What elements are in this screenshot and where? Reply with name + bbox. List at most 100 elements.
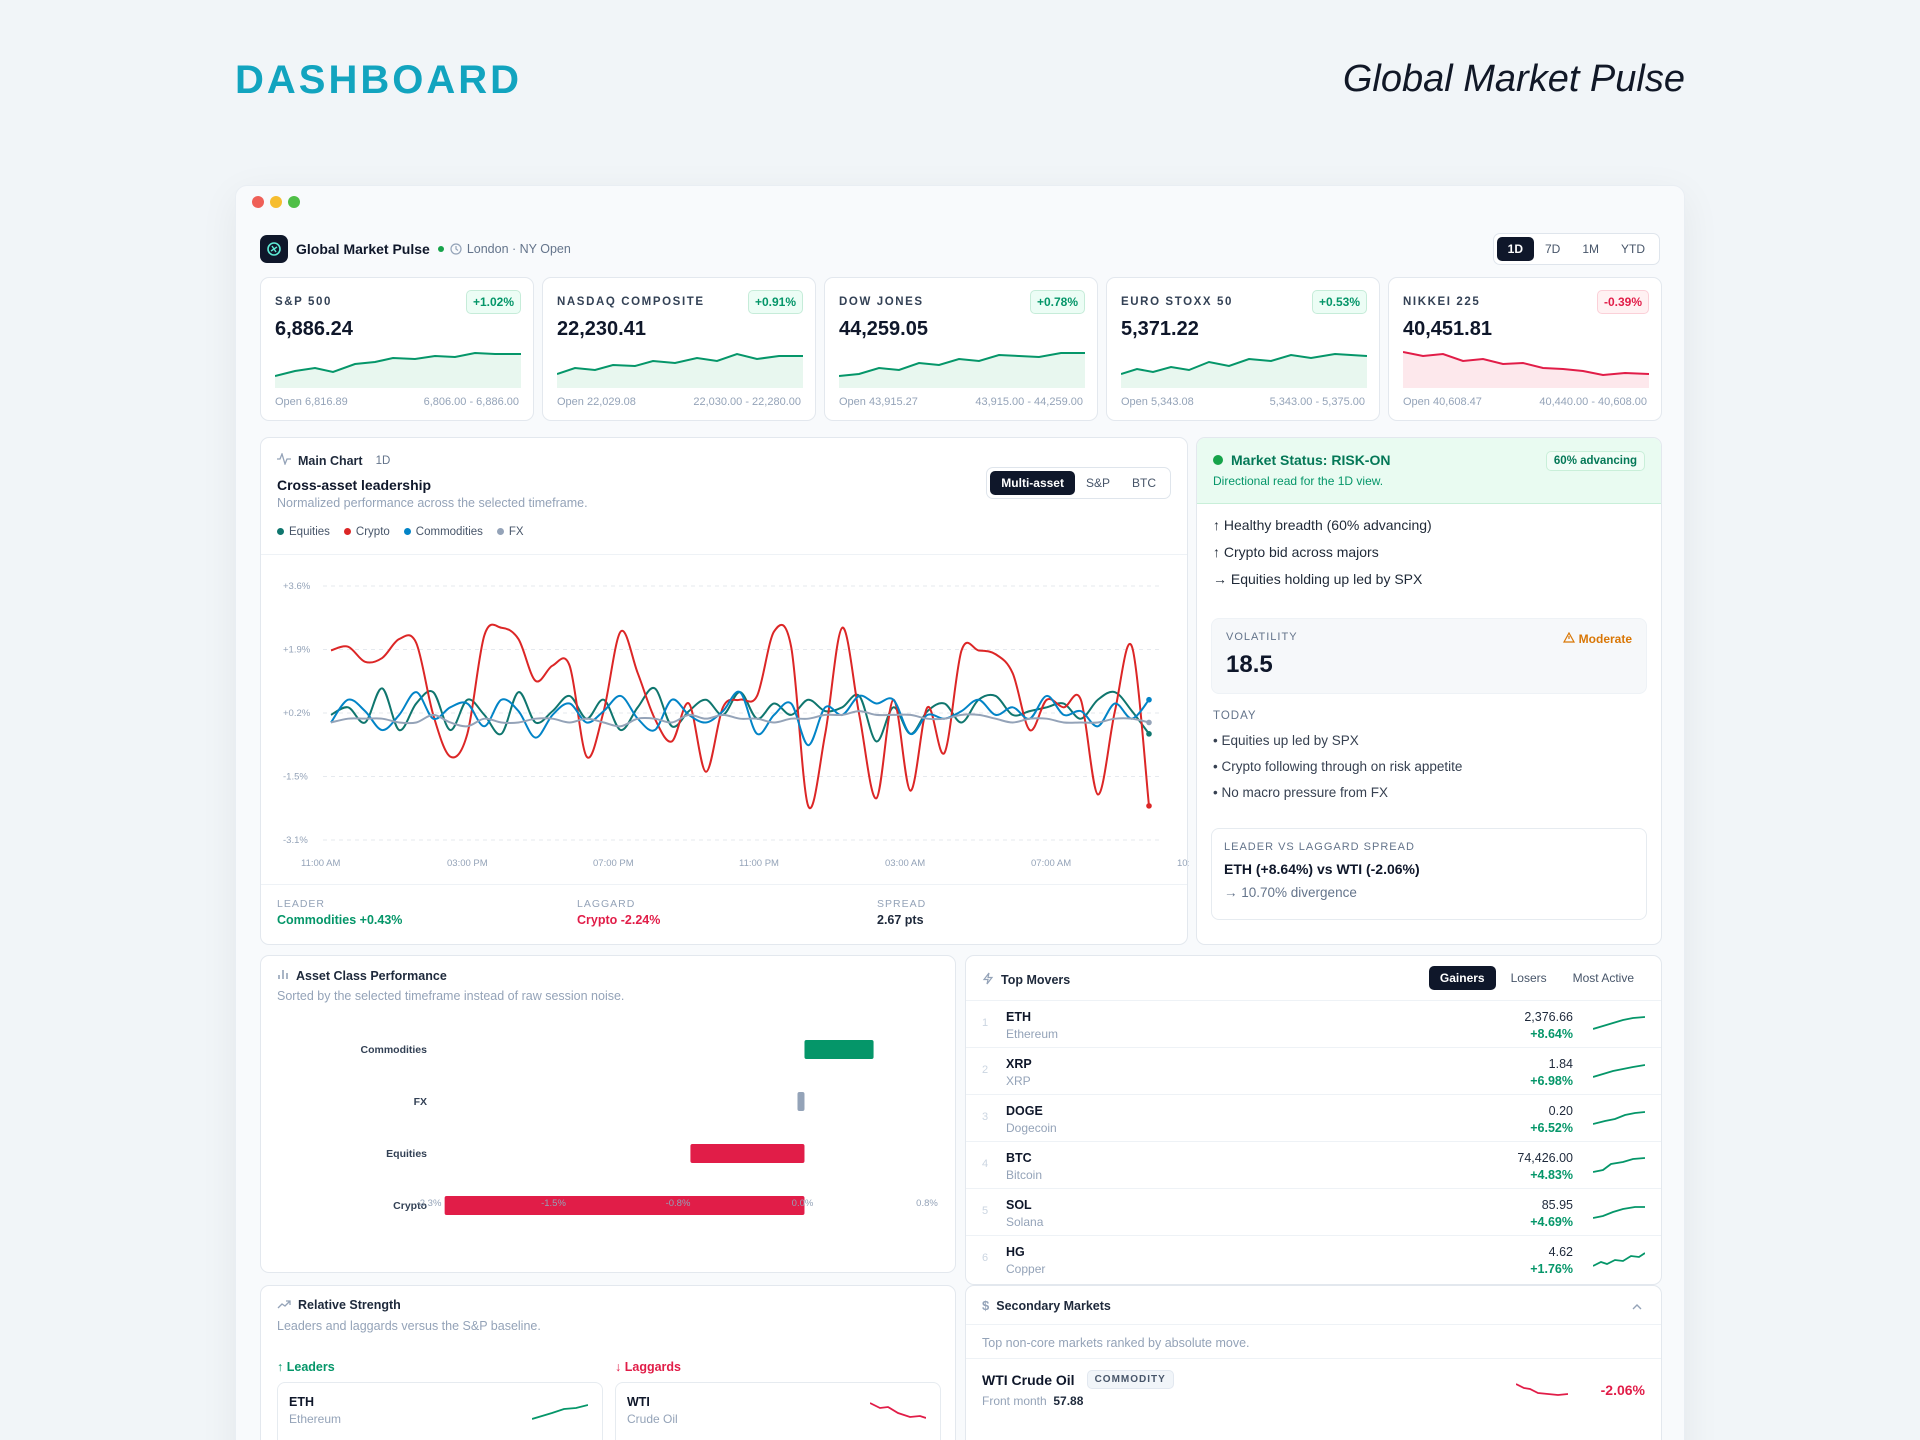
rs-laggard-card[interactable]: WTI Crude Oil — [615, 1382, 941, 1440]
index-value: 40,451.81 — [1403, 318, 1492, 340]
mover-row[interactable]: 6 HG Copper 4.62 +1.76% — [966, 1235, 1661, 1282]
mover-row[interactable]: 2 XRP XRP 1.84 +6.98% — [966, 1047, 1661, 1094]
app-name: Global Market Pulse — [296, 241, 430, 257]
rs-leader-card[interactable]: ETH Ethereum — [277, 1382, 603, 1440]
trend-icon — [277, 1298, 291, 1312]
status-bullet: ↑ Crypto bid across majors — [1213, 544, 1379, 560]
hero-title-right: Global Market Pulse — [1342, 58, 1685, 100]
movers-header: Top Movers — [982, 972, 1070, 988]
index-range: 22,030.00 - 22,280.00 — [693, 396, 801, 408]
rs-header: Relative Strength — [277, 1298, 401, 1312]
leader-stat: LEADER Commodities +0.43% — [277, 898, 402, 927]
main-chart-plot[interactable]: +3.6% +1.9% +0.2% -1.5% -3.1% 11:00 AM 03:00 P… — [261, 558, 1189, 878]
index-card-nasdaq[interactable]: NASDAQ COMPOSITE +0.91% 22,230.41 Open 2… — [542, 277, 816, 421]
mover-symbol: SOL — [1006, 1198, 1032, 1212]
vol-value: 18.5 — [1226, 651, 1273, 678]
secm-row-badge: COMMODITY — [1086, 1370, 1174, 1389]
close-dot[interactable] — [252, 196, 264, 208]
legend-equities[interactable]: Equities — [277, 526, 330, 538]
secm-row[interactable]: WTI Crude Oil COMMODITY — [982, 1370, 1174, 1389]
tab-sp[interactable]: S&P — [1085, 476, 1110, 490]
mover-price: 0.20 — [1548, 1104, 1573, 1118]
mover-price: 74,426.00 — [1517, 1151, 1573, 1165]
mover-name: Ethereum — [1006, 1027, 1059, 1041]
chart-legend: Equities Crypto Commodities FX — [277, 526, 524, 538]
rs-leader-sym: ETH — [289, 1395, 314, 1409]
bar-crypto[interactable] — [444, 1196, 805, 1215]
legend-fx[interactable]: FX — [496, 526, 524, 538]
rs-leader-name: Ethereum — [289, 1412, 342, 1426]
window-controls — [252, 196, 300, 208]
chevron-up-icon[interactable] — [1631, 1298, 1643, 1316]
series-line-commodities[interactable] — [330, 690, 1150, 747]
mover-row[interactable]: 4 BTC Bitcoin 74,426.00 +4.83% — [966, 1141, 1661, 1188]
pulse-icon — [277, 452, 291, 468]
tab-btc[interactable]: BTC — [1132, 476, 1156, 490]
status-bullets: ↑ Healthy breadth (60% advancing) ↑ Cryp… — [1197, 504, 1661, 589]
session-label: London · NY Open — [466, 242, 571, 256]
index-card-nikkei[interactable]: NIKKEI 225 -0.39% 40,451.81 Open 40,608.… — [1388, 277, 1662, 421]
x-tick-label: -0.8% — [666, 1198, 691, 1209]
series-line-crypto[interactable] — [330, 623, 1150, 810]
mover-row[interactable]: 5 SOL Solana 85.95 +4.69% — [966, 1188, 1661, 1235]
mover-row[interactable]: 3 DOGE Dogecoin 0.20 +6.52% — [966, 1094, 1661, 1141]
index-card-sp500[interactable]: S&P 500 +1.02% 6,886.24 Open 6,816.89 6,… — [260, 277, 534, 421]
mover-change: +6.98% — [1530, 1074, 1573, 1088]
y-tick-label: +1.9% — [283, 645, 311, 656]
bar-commodities[interactable] — [804, 1040, 874, 1059]
bar-equities[interactable] — [690, 1144, 805, 1163]
tab-most-active[interactable]: Most Active — [1572, 971, 1634, 985]
index-range: 6,806.00 - 6,886.00 — [423, 396, 519, 408]
leader-value: Commodities +0.43% — [277, 913, 403, 927]
mover-rank: 5 — [982, 1205, 989, 1217]
vol-label: VOLATILITY — [1226, 631, 1298, 643]
market-status-header: Market Status: RISK-ON Directional read … — [1197, 438, 1661, 504]
category-label: Equities — [386, 1148, 427, 1160]
mover-rank: 6 — [982, 1252, 989, 1264]
mover-sparkline — [1593, 1016, 1645, 1030]
series-line-fx[interactable] — [330, 710, 1150, 728]
tf-7d[interactable]: 7D — [1544, 242, 1561, 256]
mover-symbol: XRP — [1006, 1057, 1032, 1071]
mover-sparkline — [1593, 1111, 1645, 1125]
secm-subtitle: Top non-core markets ranked by absolute … — [982, 1336, 1250, 1350]
maximize-dot[interactable] — [288, 196, 300, 208]
tab-multi-asset[interactable]: Multi-asset — [990, 471, 1075, 495]
tf-1d[interactable]: 1D — [1496, 237, 1534, 261]
tf-1m[interactable]: 1M — [1582, 242, 1599, 256]
mover-change: +8.64% — [1530, 1027, 1573, 1041]
minimize-dot[interactable] — [270, 196, 282, 208]
status-bullet: ↑ Healthy breadth (60% advancing) — [1213, 517, 1432, 533]
category-label: Crypto — [393, 1200, 427, 1212]
laggard-value: Crypto -2.24% — [577, 913, 661, 927]
mover-rank: 3 — [982, 1111, 989, 1123]
spread-stat: SPREAD 2.67 pts — [877, 898, 926, 927]
hero-title-left: DASHBOARD — [235, 58, 522, 102]
legend-crypto[interactable]: Crypto — [343, 526, 390, 538]
mover-row[interactable]: 1 ETH Ethereum 2,376.66 +8.64% — [966, 1000, 1661, 1047]
series-line-equities[interactable] — [330, 686, 1150, 743]
tab-gainers[interactable]: Gainers — [1428, 966, 1496, 990]
mover-change: +1.76% — [1530, 1262, 1573, 1276]
tab-losers[interactable]: Losers — [1510, 971, 1547, 985]
x-tick-label: 03:00 PM — [447, 858, 488, 869]
spread-box: LEADER VS LAGGARD SPREAD ETH (+8.64%) vs… — [1211, 828, 1647, 920]
perf-bar-chart[interactable]: Commodities FX Equities Crypto-2.3% -1.5% -0.… — [261, 1012, 957, 1268]
index-open: Open 5,343.08 — [1121, 396, 1194, 408]
secm-title: Secondary Markets — [996, 1298, 1111, 1313]
mover-symbol: ETH — [1006, 1010, 1031, 1024]
mover-name: Dogecoin — [1006, 1121, 1057, 1135]
legend-commodities[interactable]: Commodities — [403, 526, 483, 538]
index-sparkline — [1403, 351, 1649, 388]
leader-label: LEADER — [277, 898, 326, 910]
index-value: 5,371.22 — [1121, 318, 1199, 340]
main-chart-tf: 1D — [375, 454, 391, 467]
aperture-icon[interactable] — [260, 235, 288, 263]
tf-ytd[interactable]: YTD — [1621, 242, 1645, 256]
bar-fx[interactable] — [797, 1092, 805, 1111]
secm-row-meta: Front month 57.88 — [982, 1394, 1084, 1408]
index-card-eurostoxx[interactable]: EURO STOXX 50 +0.53% 5,371.22 Open 5,343… — [1106, 277, 1380, 421]
index-change: +1.02% — [465, 290, 521, 314]
index-range: 5,343.00 - 5,375.00 — [1269, 396, 1365, 408]
index-card-dow[interactable]: DOW JONES +0.78% 44,259.05 Open 43,915.2… — [824, 277, 1098, 421]
